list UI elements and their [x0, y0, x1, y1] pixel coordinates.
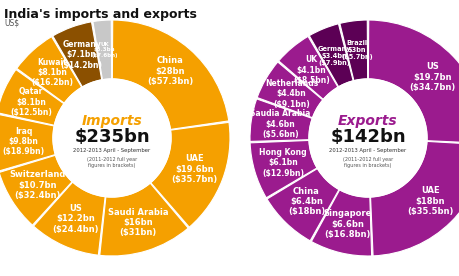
Wedge shape	[34, 182, 105, 255]
Text: Imports: Imports	[81, 115, 142, 129]
Wedge shape	[0, 155, 72, 225]
Circle shape	[53, 79, 171, 197]
Text: UK
$3.3bn
($7.6bn): UK $3.3bn ($7.6bn)	[91, 41, 118, 58]
Wedge shape	[100, 183, 188, 256]
Wedge shape	[339, 20, 367, 81]
Wedge shape	[308, 24, 353, 87]
Text: 2012-2013 April - September: 2012-2013 April - September	[329, 148, 406, 153]
Text: China
$28bn
($57.3bn): China $28bn ($57.3bn)	[146, 56, 193, 86]
Wedge shape	[53, 22, 101, 87]
Text: US
$12.2bn
($24.4bn): US $12.2bn ($24.4bn)	[52, 204, 99, 234]
Wedge shape	[17, 37, 82, 103]
Text: Kuwait
$8.1bn
($16.2bn): Kuwait $8.1bn ($16.2bn)	[31, 58, 73, 87]
Wedge shape	[112, 20, 228, 129]
Wedge shape	[249, 99, 312, 141]
Text: Saudi Arabia
$16bn
($31bn): Saudi Arabia $16bn ($31bn)	[107, 208, 168, 237]
Text: Qatar
$8.1bn
($12.5bn): Qatar $8.1bn ($12.5bn)	[10, 87, 52, 117]
Text: 2012-2013 April - September: 2012-2013 April - September	[73, 148, 150, 153]
Wedge shape	[278, 36, 337, 99]
Wedge shape	[266, 169, 338, 241]
Wedge shape	[257, 62, 322, 118]
Text: Switzerland
$10.7bn
($32.4bn): Switzerland $10.7bn ($32.4bn)	[9, 170, 65, 200]
Text: Brazil
$3bn
($5.7bn): Brazil $3bn ($5.7bn)	[341, 40, 372, 60]
Text: Germany
$3.4bn
($7.9bn): Germany $3.4bn ($7.9bn)	[317, 46, 351, 66]
Wedge shape	[93, 20, 112, 80]
Text: $142bn: $142bn	[330, 128, 405, 146]
Wedge shape	[370, 141, 459, 256]
Text: Singapore
$6.6bn
($16.8bn): Singapore $6.6bn ($16.8bn)	[323, 209, 371, 239]
Text: $235bn: $235bn	[74, 128, 150, 146]
Wedge shape	[0, 114, 55, 171]
Wedge shape	[0, 70, 64, 125]
Text: US$: US$	[4, 18, 19, 27]
Text: India's imports and exports: India's imports and exports	[4, 8, 196, 21]
Wedge shape	[250, 140, 316, 198]
Wedge shape	[311, 190, 371, 256]
Text: Hong Kong
$6.1bn
($12.9bn): Hong Kong $6.1bn ($12.9bn)	[259, 148, 306, 178]
Wedge shape	[368, 20, 459, 143]
Wedge shape	[150, 122, 230, 227]
Text: (2011-2012 full year
figures in brackets): (2011-2012 full year figures in brackets…	[342, 157, 392, 168]
Text: UAE
$18bn
($35.5bn): UAE $18bn ($35.5bn)	[406, 186, 452, 216]
Text: UK
$4.1bn
($8.5bn): UK $4.1bn ($8.5bn)	[292, 55, 329, 85]
Text: (2011-2012 full year
figures in brackets): (2011-2012 full year figures in brackets…	[87, 157, 137, 168]
Text: US
$19.7bn
($34.7bn): US $19.7bn ($34.7bn)	[408, 62, 454, 92]
Text: Saudia Arabia
$4.6bn
($5.6bn): Saudia Arabia $4.6bn ($5.6bn)	[250, 110, 310, 139]
Text: China
$6.4bn
($18bn): China $6.4bn ($18bn)	[287, 187, 325, 216]
Text: Netherlands
$4.4bn
($9.1bn): Netherlands $4.4bn ($9.1bn)	[264, 79, 317, 108]
Text: Exports: Exports	[337, 115, 397, 129]
Text: UAE
$19.6bn
($35.7bn): UAE $19.6bn ($35.7bn)	[171, 154, 218, 184]
Circle shape	[308, 79, 426, 197]
Text: Iraq
$9.8bn
($18.9bn): Iraq $9.8bn ($18.9bn)	[2, 127, 45, 156]
Text: Germany
$7.1bn
($14.2bn): Germany $7.1bn ($14.2bn)	[61, 40, 102, 70]
